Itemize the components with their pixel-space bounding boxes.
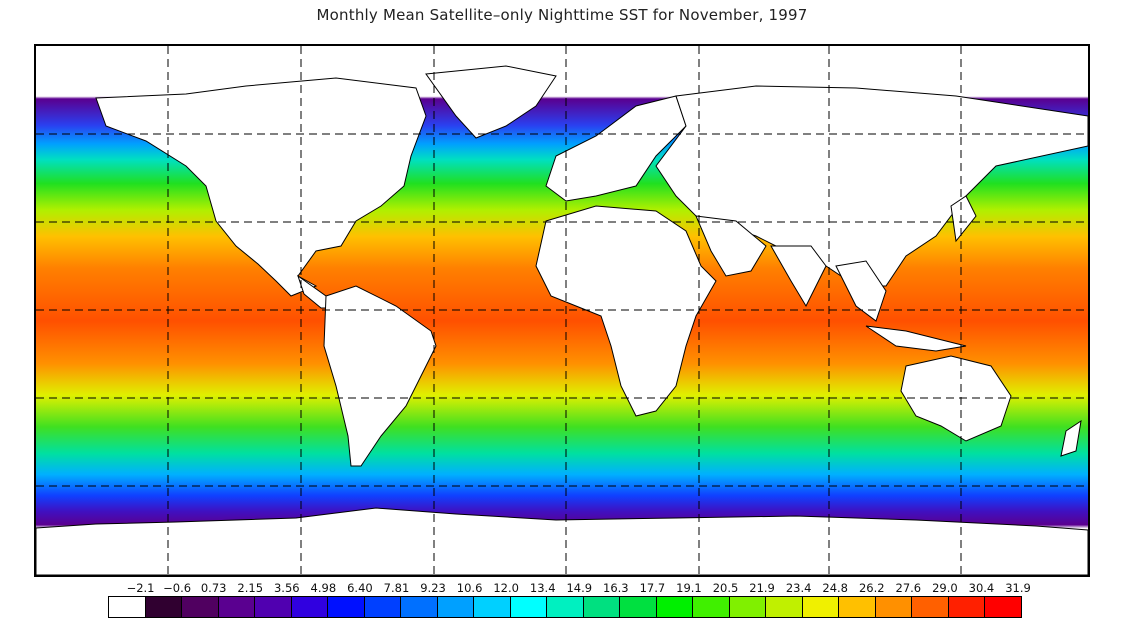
legend-label: 26.2 bbox=[858, 581, 885, 595]
legend-color-box bbox=[291, 597, 329, 617]
legend-color-box bbox=[437, 597, 475, 617]
legend-label: 16.3 bbox=[603, 581, 629, 595]
legend-labels: −2.1 −0.6 0.73 2.15 3.56 4.98 6.40 7.81 9.23 10.6… bbox=[0, 581, 1124, 595]
legend-color-box bbox=[218, 597, 256, 617]
legend-label: 0.73 bbox=[200, 581, 227, 595]
legend-label: −0.6 bbox=[163, 581, 192, 595]
legend-label: 23.4 bbox=[785, 581, 812, 595]
legend-color-box bbox=[693, 597, 730, 617]
legend-label: 27.6 bbox=[895, 581, 922, 595]
legend-color-box bbox=[875, 597, 913, 617]
legend-label: 30.4 bbox=[968, 581, 995, 595]
legend-label: 9.23 bbox=[420, 581, 446, 595]
legend-label: 29.0 bbox=[932, 581, 958, 595]
antarctica bbox=[36, 507, 1088, 575]
legend-label: 13.4 bbox=[529, 581, 556, 595]
legend-label: 19.1 bbox=[676, 581, 702, 595]
legend-label: 6.40 bbox=[347, 581, 373, 595]
land-masses bbox=[36, 65, 1088, 575]
legend-color-box bbox=[583, 597, 621, 617]
legend-color-box bbox=[839, 597, 876, 617]
legend-color-box bbox=[729, 597, 767, 617]
legend-label: 3.56 bbox=[273, 581, 300, 595]
greenland bbox=[425, 65, 557, 139]
legend-color-box bbox=[109, 597, 146, 617]
graticule bbox=[36, 46, 1088, 575]
legend-color-box bbox=[474, 597, 511, 617]
legend-color-box bbox=[985, 597, 1021, 617]
legend-label: 4.98 bbox=[310, 581, 337, 595]
legend-color-box bbox=[255, 597, 292, 617]
map-title: Monthly Mean Satellite–only Nighttime SS… bbox=[316, 6, 808, 24]
legend-color-box bbox=[364, 597, 402, 617]
new-zealand bbox=[1060, 419, 1082, 457]
india bbox=[770, 245, 827, 308]
southeast-asia bbox=[835, 260, 887, 322]
arabian-peninsula bbox=[695, 215, 767, 277]
legend-label: 21.9 bbox=[749, 581, 775, 595]
legend-color-box bbox=[145, 597, 183, 617]
legend-label: 10.6 bbox=[456, 581, 483, 595]
legend-color-box bbox=[182, 597, 219, 617]
sst-map-canvas bbox=[36, 46, 1088, 575]
legend-label: 14.9 bbox=[566, 581, 593, 595]
legend-label: 2.15 bbox=[237, 581, 264, 595]
north-america bbox=[95, 77, 427, 297]
legend-color-box bbox=[766, 597, 803, 617]
japan bbox=[950, 195, 977, 243]
legend-label: 17.7 bbox=[639, 581, 666, 595]
color-legend bbox=[108, 596, 1022, 618]
legend-color-box bbox=[656, 597, 694, 617]
legend-color-box bbox=[401, 597, 438, 617]
legend-label: 12.0 bbox=[493, 581, 519, 595]
legend-color-box bbox=[328, 597, 365, 617]
legend-color-box bbox=[547, 597, 584, 617]
legend-label: 24.8 bbox=[822, 581, 848, 595]
legend-label: −2.1 bbox=[126, 581, 155, 595]
sst-map bbox=[34, 44, 1090, 577]
legend-color-box bbox=[948, 597, 986, 617]
legend-label: 7.81 bbox=[383, 581, 410, 595]
legend-color-box bbox=[510, 597, 548, 617]
legend-color-box bbox=[620, 597, 657, 617]
australia bbox=[900, 355, 1012, 442]
legend-color-box bbox=[912, 597, 949, 617]
legend-label: 31.9 bbox=[1005, 581, 1031, 595]
legend-color-box bbox=[802, 597, 840, 617]
indonesia bbox=[865, 325, 967, 352]
legend-label: 20.5 bbox=[712, 581, 739, 595]
